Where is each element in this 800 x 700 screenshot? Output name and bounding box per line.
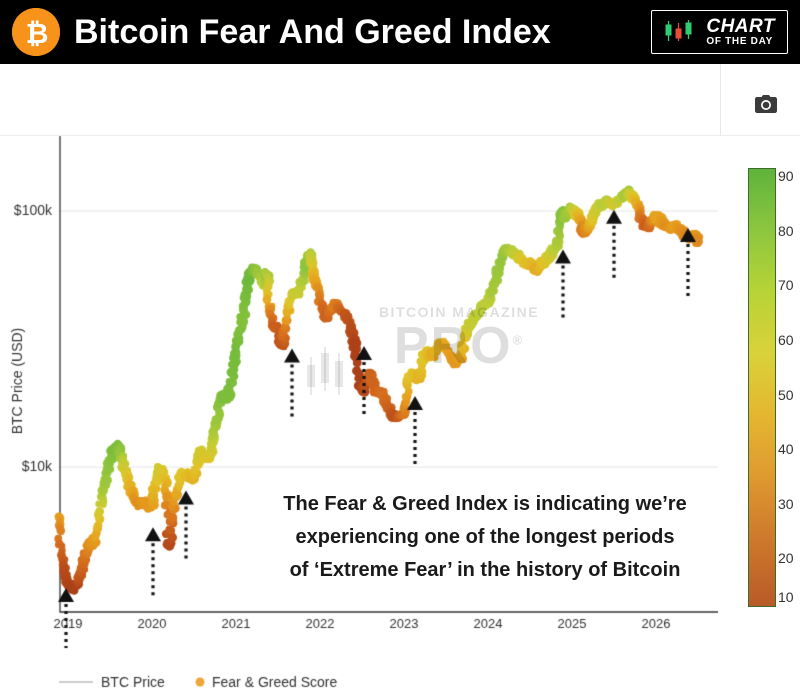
svg-text:₿: ₿ — [26, 18, 49, 49]
